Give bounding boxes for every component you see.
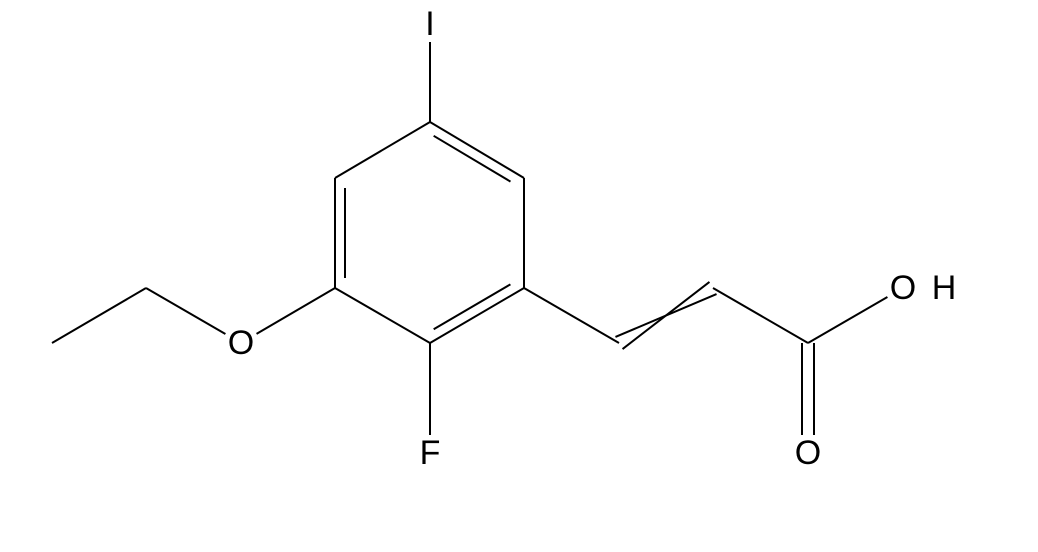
atom-o2: O (890, 269, 916, 307)
atom-f1: F (420, 434, 441, 472)
atom-o1: O (795, 434, 821, 472)
atom-o3: O (228, 324, 254, 362)
atom-h1: H (932, 269, 957, 307)
atom-i1: I (425, 5, 434, 43)
